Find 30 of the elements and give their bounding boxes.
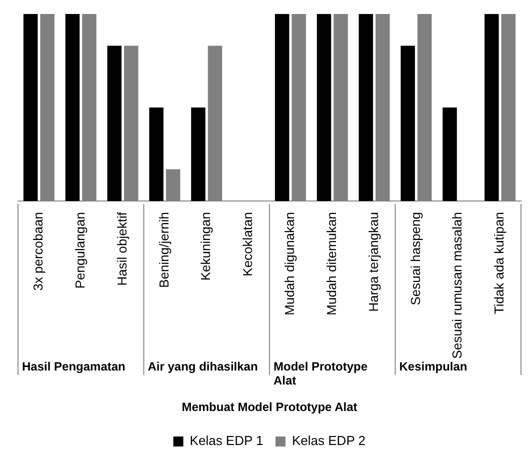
legend-label: Kelas EDP 2 [292,433,366,448]
x-tick-label: Sesuai rumusan masalah [450,212,465,359]
bar [484,14,499,201]
x-tick-label: 3x percobaan [30,212,46,291]
x-tick-label: Pengulangan [72,212,88,289]
bar [316,14,332,201]
bar [274,14,290,201]
legend-label: Kelas EDP 1 [190,433,264,448]
text: Kesimpulan [399,359,468,374]
x-tick-label: Sesuai haspeng [408,212,423,306]
bar [107,46,122,201]
text: Hasil Pengamatan [22,359,126,374]
bar [400,46,415,201]
x-tick-label: Tidak ada kutipan [492,212,507,314]
x-tick-label: Mudah digunakan [282,212,298,316]
x-tick-label: Bening/jernih [156,212,172,288]
bar [23,14,38,201]
text: Air yang dihasilkan [148,359,258,374]
x-tick-label: Kecoklatan [240,212,256,276]
x-tick-label: Kekuningan [198,212,214,281]
bar [65,14,80,201]
text: Model Prototype Alat [274,359,368,388]
x-tick-label: Harga terjangkau [366,212,381,312]
bar [442,108,457,201]
bar [149,108,164,201]
x-tick-label: Hasil objektif [114,212,130,286]
x-tick-label: Mudah ditemukan [324,212,339,316]
x-axis-title: Membuat Model Prototype Alat [182,400,358,414]
bar [191,108,206,201]
bar [358,14,374,201]
